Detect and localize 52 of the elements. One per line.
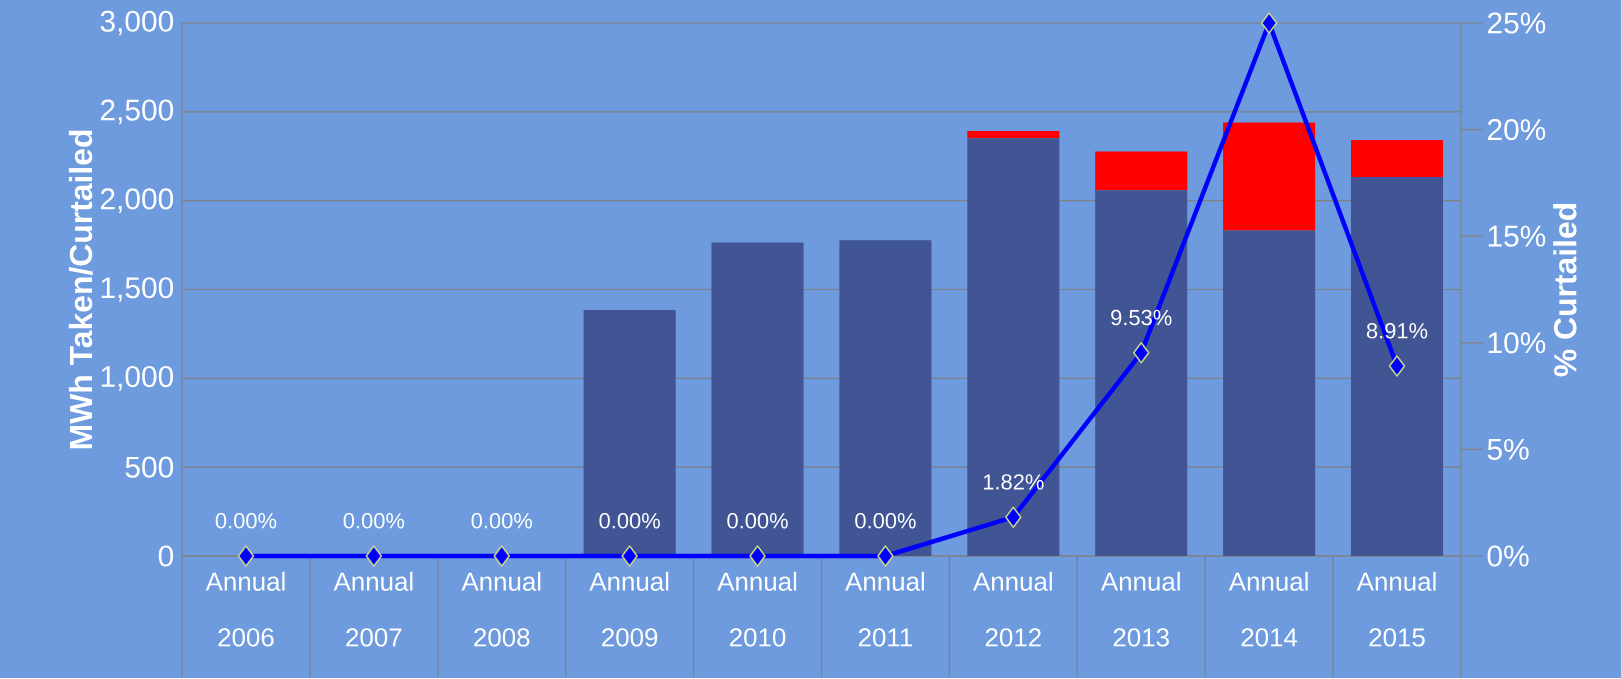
category-label: Annual 2007	[333, 571, 413, 647]
category-label: Annual 2014	[1228, 571, 1308, 647]
y-tick-label: 500	[125, 456, 174, 478]
point	[1260, 12, 1278, 34]
y-tick-label: 1,000	[101, 366, 174, 391]
bar	[1095, 190, 1188, 557]
y-tick-label: 3,000	[100, 10, 174, 36]
bar	[1223, 122, 1316, 231]
point	[877, 545, 894, 567]
bar	[1095, 151, 1188, 191]
y-tick-label: 2,500	[100, 99, 174, 125]
y2-tick-label: 20%	[1487, 119, 1546, 141]
bar	[839, 240, 932, 557]
bar	[967, 138, 1060, 557]
data-label: 0.00%	[343, 513, 405, 529]
y2-tick-label: 25%	[1487, 12, 1546, 34]
point	[1005, 506, 1022, 529]
bar	[711, 242, 804, 557]
y-tick-label: 2,000	[100, 188, 174, 214]
category-label: Annual 2009	[589, 571, 669, 647]
bar	[583, 310, 676, 557]
y-tick-label: 0	[158, 545, 174, 567]
y2-tick-label: 15%	[1488, 225, 1546, 247]
data-label: 0.00%	[727, 513, 788, 529]
point	[1132, 342, 1150, 364]
y2-tick-label: 5%	[1487, 439, 1529, 461]
category-label: Annual 2010	[717, 571, 797, 647]
category-label: Annual 2012	[973, 571, 1052, 647]
y2-tick-label: 10%	[1488, 332, 1546, 354]
point	[749, 545, 766, 567]
y2-tick-label: 0%	[1487, 545, 1529, 567]
point	[493, 545, 510, 567]
bar	[967, 131, 1060, 139]
y-axis-title: MWh Taken/Curtailed	[68, 130, 93, 449]
data-label: 0.00%	[471, 513, 533, 529]
point	[1388, 355, 1406, 377]
category-label: Annual 2006	[205, 571, 285, 647]
data-label: 0.00%	[215, 513, 277, 529]
category-label: Annual 2011	[845, 571, 924, 647]
data-label: 0.00%	[855, 513, 916, 529]
point	[365, 545, 383, 567]
y-tick-label: 1,500	[101, 277, 174, 303]
bar	[1223, 230, 1316, 557]
point	[621, 545, 638, 567]
point	[237, 545, 255, 567]
bar	[1350, 140, 1444, 178]
category-label: Annual 2013	[1100, 571, 1180, 647]
y2-axis-title: % Curtailed	[1553, 204, 1577, 377]
bar	[1350, 177, 1444, 557]
category-label: Annual 2008	[461, 571, 541, 647]
data-label: 0.00%	[599, 513, 660, 529]
category-label: Annual 2015	[1356, 571, 1436, 647]
